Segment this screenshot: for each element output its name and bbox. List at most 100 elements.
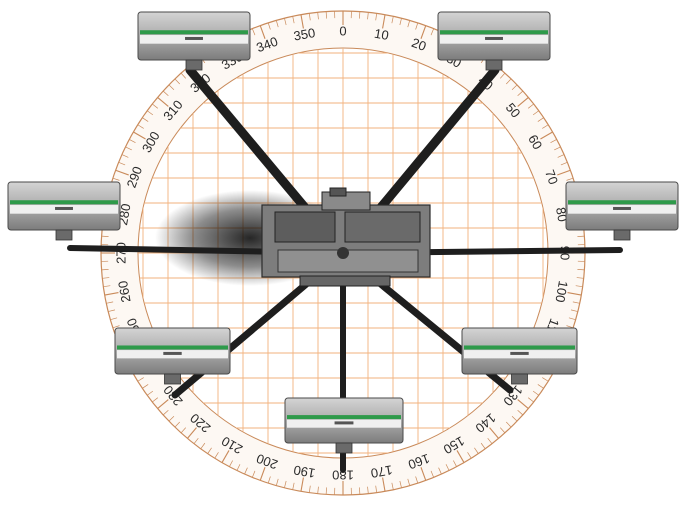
degree-label: 260: [115, 280, 134, 304]
degree-tick: [162, 409, 169, 416]
degree-label: 200: [254, 451, 280, 473]
degree-tick: [102, 277, 110, 279]
degree-tick: [168, 415, 175, 422]
degree-tick: [292, 16, 295, 24]
degree-tick: [108, 309, 116, 312]
spray-unit-north-east: [437, 11, 551, 71]
degree-tick: [572, 301, 580, 304]
degree-tick: [560, 162, 568, 166]
degree-tick: [308, 13, 311, 21]
degree-tick: [174, 78, 181, 85]
degree-tick: [557, 154, 565, 158]
degree-label: 270: [114, 242, 129, 264]
degree-tick: [445, 464, 450, 471]
degree-tick: [137, 124, 144, 129]
spray-unit-stripe: [117, 345, 228, 350]
degree-tick: [267, 476, 271, 484]
degree-tick: [207, 447, 212, 454]
degree-tick: [200, 442, 206, 449]
spray-unit-label-mark: [510, 351, 529, 355]
degree-tick: [168, 84, 175, 91]
degree-tick: [554, 146, 561, 151]
spray-unit-south-east: [461, 327, 578, 385]
degree-tick: [244, 467, 248, 475]
degree-tick: [187, 427, 197, 439]
spray-unit-label-mark: [334, 421, 354, 425]
degree-tick: [317, 486, 319, 494]
degree-tick: [542, 377, 549, 382]
spray-unit-stripe: [287, 415, 401, 420]
degree-label: 350: [292, 25, 316, 44]
spray-unit-north-west: [137, 11, 251, 71]
degree-tick: [284, 480, 287, 488]
degree-tick: [103, 285, 111, 288]
degree-tick: [487, 437, 493, 444]
degree-tick: [557, 169, 571, 176]
degree-label: 160: [406, 451, 432, 473]
degree-tick: [415, 476, 419, 484]
degree-tick: [152, 397, 159, 403]
degree-tick: [517, 97, 529, 107]
degree-tick: [453, 460, 457, 467]
degree-tick: [229, 460, 233, 467]
degree-tick: [430, 470, 434, 478]
degree-tick: [399, 480, 402, 488]
spray-unit-mount: [55, 229, 73, 241]
spray-unit-south-west: [114, 327, 231, 385]
degree-tick: [576, 277, 584, 279]
degree-tick: [438, 467, 442, 475]
degree-tick: [221, 450, 230, 463]
spray-unit-stripe: [140, 30, 248, 35]
degree-tick: [527, 103, 534, 109]
degree-tick: [511, 84, 518, 91]
degree-tick: [129, 139, 136, 143]
degree-tick: [259, 467, 266, 481]
spray-unit-south: [284, 397, 404, 454]
degree-tick: [284, 18, 287, 26]
degree-tick: [391, 16, 394, 24]
degree-tick: [505, 421, 512, 428]
degree-tick: [110, 317, 118, 321]
degree-tick: [570, 309, 578, 312]
spray-units: [7, 11, 679, 454]
spray-unit-mount: [613, 229, 631, 241]
degree-tick: [474, 447, 479, 454]
degree-tick: [540, 131, 553, 140]
degree-label: 180: [332, 468, 354, 483]
spray-unit-west: [7, 181, 121, 241]
spray-unit-mount: [511, 373, 528, 385]
degree-tick: [142, 117, 149, 122]
degree-tick: [133, 131, 146, 140]
degree-tick: [456, 450, 465, 463]
spray-unit-east: [565, 181, 679, 241]
spray-unit-stripe: [440, 30, 548, 35]
degree-label: 60: [525, 132, 545, 152]
degree-tick: [317, 12, 319, 20]
degree-tick: [382, 477, 386, 492]
degree-tick: [566, 325, 574, 329]
spray-unit-mount: [185, 59, 203, 71]
degree-label: 290: [124, 164, 146, 190]
degree-tick: [499, 72, 506, 79]
degree-tick: [537, 384, 544, 389]
degree-tick: [550, 139, 557, 143]
spray-unit-label-mark: [485, 36, 503, 40]
degree-tick: [420, 25, 427, 39]
degree-tick: [121, 154, 129, 158]
degree-tick: [142, 384, 149, 389]
spray-unit-label-mark: [163, 351, 182, 355]
degree-tick: [517, 409, 524, 416]
degree-tick: [112, 325, 120, 329]
spray-unit-mount: [485, 59, 503, 71]
degree-tick: [157, 97, 169, 107]
degree-tick: [527, 397, 534, 403]
degree-tick: [106, 301, 114, 304]
degree-tick: [375, 485, 378, 493]
degree-label: 190: [292, 462, 316, 481]
degree-tick: [489, 427, 499, 439]
degree-tick: [391, 482, 394, 490]
degree-label: 0: [339, 24, 346, 39]
degree-tick: [430, 28, 434, 36]
degree-tick: [112, 177, 120, 181]
